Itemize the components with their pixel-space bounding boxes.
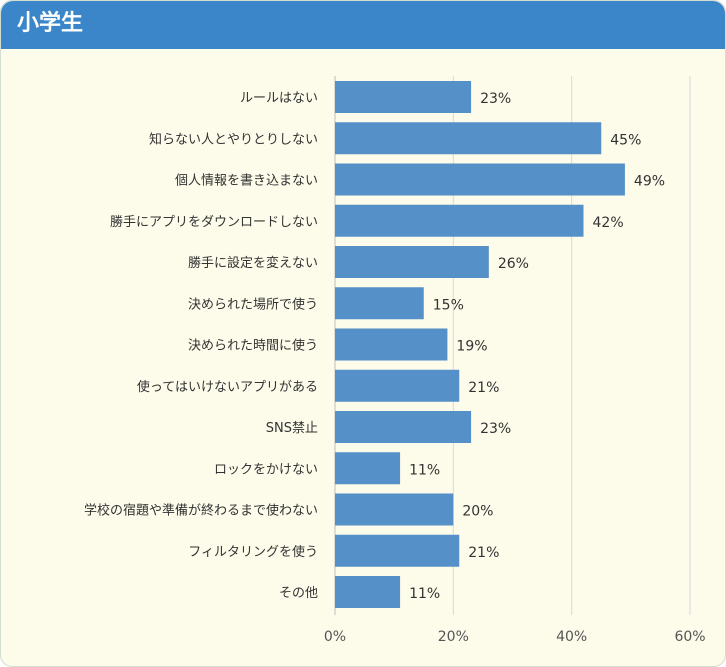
category-label-3: 個人情報を書き込まない	[175, 174, 318, 189]
category-label-2: 知らない人とやりとりしない	[149, 131, 318, 147]
category-label-10: ロックをかけない	[214, 462, 318, 477]
category-label-9: SNS禁止	[266, 421, 318, 436]
value-label-13: 11%	[409, 586, 440, 602]
bar-11	[335, 493, 454, 526]
value-label-11: 20%	[462, 504, 493, 520]
bar-1	[335, 81, 472, 113]
x-tick-label-0: 0%	[324, 629, 346, 645]
bar-9	[335, 411, 472, 443]
category-label-6: 決められた場所で使う	[188, 296, 318, 312]
bar-2	[335, 122, 602, 155]
value-label-9: 23%	[480, 421, 511, 437]
chart-title: 小学生	[17, 11, 84, 36]
value-label-2: 45%	[610, 132, 641, 148]
category-label-13: その他	[279, 586, 318, 601]
value-label-7: 19%	[456, 339, 487, 355]
category-label-12: フィルタリングを使う	[188, 544, 318, 560]
value-label-6: 15%	[433, 297, 464, 313]
x-tick-label-20: 20%	[438, 629, 469, 645]
bar-6	[335, 287, 424, 320]
bar-12	[335, 534, 460, 567]
category-label-11: 学校の宿題や準備が終わるまで使わない	[84, 503, 318, 519]
bar-3	[335, 163, 625, 196]
x-tick-label-40: 40%	[556, 629, 587, 645]
bar-4	[335, 204, 584, 237]
category-label-7: 決められた時間に使う	[188, 338, 318, 354]
header-bar: 小学生	[1, 1, 725, 49]
value-label-5: 26%	[498, 256, 529, 272]
value-label-1: 23%	[480, 91, 511, 107]
value-label-8: 21%	[468, 380, 499, 396]
value-label-4: 42%	[593, 215, 624, 231]
category-label-5: 勝手に設定を変えない	[188, 255, 318, 271]
value-label-3: 49%	[634, 174, 665, 190]
x-tick-label-60: 60%	[674, 629, 705, 645]
bar-10	[335, 452, 401, 485]
category-label-8: 使ってはいけないアプリがある	[137, 379, 318, 395]
bar-7	[335, 328, 448, 361]
bar-13	[335, 576, 401, 608]
category-label-1: ルールはない	[240, 91, 318, 106]
category-label-4: 勝手にアプリをダウンロードしない	[110, 215, 318, 230]
value-label-10: 11%	[409, 462, 440, 478]
value-label-12: 21%	[468, 545, 499, 561]
bar-8	[335, 369, 460, 402]
bar-5	[335, 246, 489, 278]
